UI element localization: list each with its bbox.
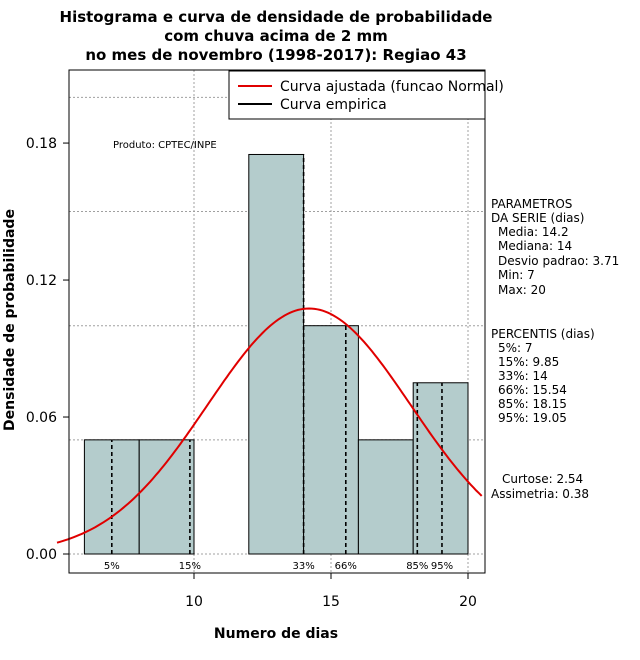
legend-label-empirical: Curva empirica (280, 97, 387, 113)
percentis-line: 15%: 9.85 (498, 355, 559, 369)
stat-curtose: Curtose: 2.54 (502, 472, 583, 486)
percentile-label: 95% (431, 561, 453, 572)
parametros-line: PARAMETROS (491, 197, 572, 211)
shape-stats-panel: Curtose: 2.54 Assimetria: 0.38 (491, 472, 589, 501)
histogram-bar (303, 325, 359, 555)
legend-label-normal: Curva ajustada (funcao Normal) (280, 79, 504, 95)
chart-title-line-1: Histograma e curva de densidade de proba… (60, 8, 493, 26)
parametros-line: Max: 20 (498, 283, 546, 297)
parametros-panel: PARAMETROS DA SERIE (dias) Media: 14.2 M… (491, 197, 619, 297)
normal-fit-curve (56, 307, 483, 544)
x-tick-label: 10 (185, 594, 203, 610)
chart-title-line-3: no mes de novembro (1998-2017): Regiao 4… (85, 46, 466, 64)
product-label: Produto: CPTEC/INPE (113, 140, 217, 151)
legend: Curva ajustada (funcao Normal) Curva emp… (228, 70, 504, 120)
percentis-line: PERCENTIS (dias) (491, 327, 595, 341)
x-axis-title: Numero de dias (214, 626, 338, 642)
histogram-bar (357, 439, 414, 555)
percentis-line: 85%: 18.15 (498, 397, 567, 411)
y-tick-label: 0.06 (26, 410, 57, 426)
percentile-label: 85% (406, 561, 428, 572)
parametros-line: Mediana: 14 (498, 239, 572, 253)
x-tick-label: 15 (322, 594, 340, 610)
y-tick-label: 0.00 (26, 547, 57, 563)
stat-assimetria: Assimetria: 0.38 (491, 487, 589, 501)
histogram-bar (248, 153, 305, 555)
y-axis-title: Densidade de probabilidade (2, 209, 18, 431)
parametros-line: DA SERIE (dias) (491, 211, 584, 225)
parametros-line: Desvio padrao: 3.71 (498, 254, 619, 268)
histogram-bar (412, 382, 469, 555)
percentis-line: 33%: 14 (498, 369, 548, 383)
y-tick-label: 0.12 (26, 273, 57, 289)
percentis-line: 66%: 15.54 (498, 383, 567, 397)
percentile-label: 15% (179, 561, 201, 572)
parametros-line: Min: 7 (498, 268, 535, 282)
percentile-label: 5% (104, 561, 120, 572)
parametros-line: Media: 14.2 (498, 225, 569, 239)
plot-frame (68, 69, 486, 574)
percentis-panel: PERCENTIS (dias) 5%: 7 15%: 9.85 33%: 14… (491, 327, 595, 425)
chart-title-line-2: com chuva acima de 2 mm (164, 27, 388, 45)
legend-box (228, 70, 486, 120)
percentile-label: 33% (292, 561, 314, 572)
percentis-line: 95%: 19.05 (498, 411, 567, 425)
x-tick-label: 20 (459, 594, 477, 610)
y-tick-label: 0.18 (26, 136, 57, 152)
percentile-label: 66% (335, 561, 357, 572)
histogram-bar (138, 439, 195, 555)
percentis-line: 5%: 7 (498, 341, 533, 355)
